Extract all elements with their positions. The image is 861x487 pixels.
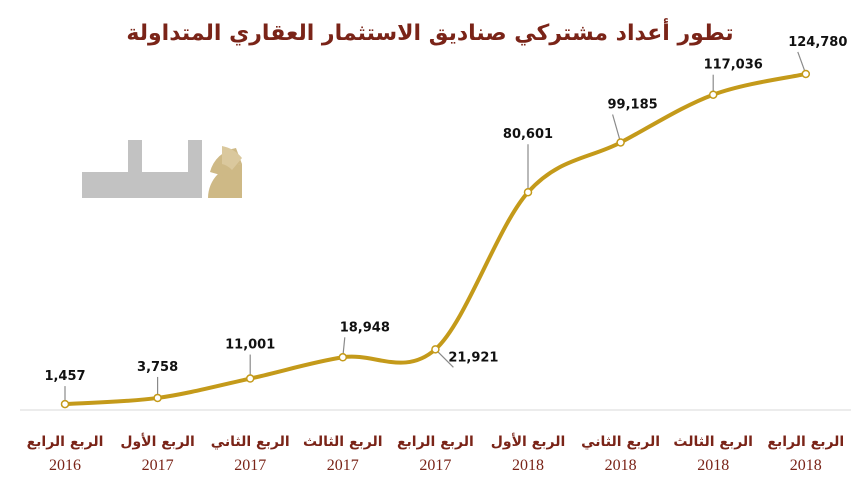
data-label: 124,780 — [788, 35, 847, 50]
x-tick-year: 2018 — [790, 457, 822, 474]
data-label: 11,001 — [225, 338, 275, 353]
x-tick-quarter: الربع الثالث — [673, 434, 753, 450]
data-label: 21,921 — [448, 350, 498, 365]
data-point — [153, 393, 162, 403]
x-tick-year: 2017 — [327, 457, 359, 474]
logo-watermark — [82, 140, 242, 198]
data-point — [523, 187, 533, 197]
x-tick-quarter: الربع الرابع — [397, 434, 474, 450]
x-tick-year: 2018 — [605, 457, 637, 474]
data-point — [801, 69, 811, 79]
data-label: 117,036 — [704, 58, 763, 73]
data-point — [431, 345, 440, 354]
x-tick-year: 2017 — [234, 457, 266, 474]
x-tick-year: 2018 — [512, 457, 544, 474]
data-point — [60, 399, 70, 409]
x-tick-quarter: الربع الرابع — [767, 434, 844, 450]
x-tick-year: 2016 — [49, 457, 81, 474]
label-leader-line — [612, 114, 622, 143]
data-point — [708, 90, 718, 99]
data-label: 3,758 — [137, 360, 178, 375]
x-tick-year: 2017 — [419, 457, 451, 474]
data-point — [616, 138, 625, 147]
data-label: 18,948 — [340, 320, 390, 335]
data-label: 80,601 — [503, 127, 553, 142]
data-point — [245, 374, 255, 383]
x-tick-quarter: الربع الثاني — [581, 434, 660, 450]
x-tick-quarter: الربع الأول — [491, 433, 566, 450]
x-tick-quarter: الربع الرابع — [27, 434, 104, 450]
x-tick-year: 2017 — [142, 457, 174, 474]
x-tick-quarter: الربع الثالث — [303, 434, 383, 450]
x-tick-quarter: الربع الأول — [120, 433, 195, 450]
data-label: 99,185 — [608, 97, 658, 112]
data-point — [338, 353, 348, 362]
chart-title: تطور أعداد مشتركي صناديق الاستثمار العقا… — [126, 17, 733, 46]
series-line — [63, 71, 808, 407]
x-tick-year: 2018 — [697, 457, 729, 474]
x-tick-quarter: الربع الثاني — [211, 434, 290, 450]
data-label: 1,457 — [44, 369, 85, 384]
